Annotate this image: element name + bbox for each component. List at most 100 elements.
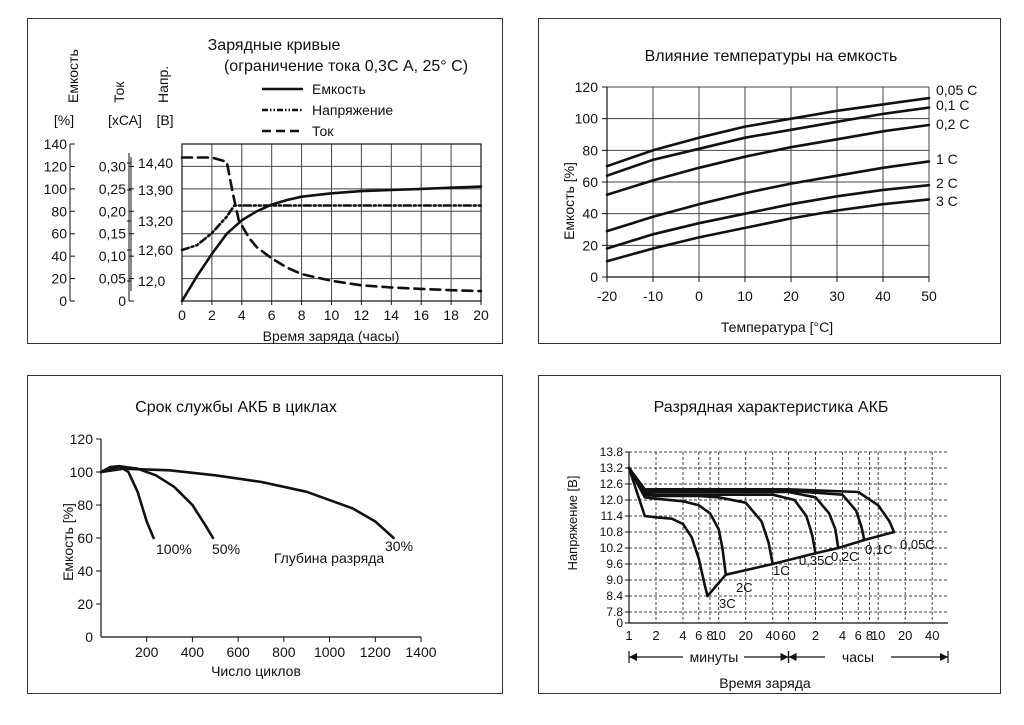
temp-series-label: 0,05 С (936, 82, 977, 98)
charge-yaxis1-tick-label: 100 (44, 181, 68, 197)
temp-xtick-label: 30 (829, 288, 845, 304)
discharge-ytick-label: 13.8 (600, 445, 624, 459)
discharge-series-label: 3С (719, 596, 736, 611)
discharge-series-line (627, 466, 728, 576)
discharge-xtick-label: 10 (711, 628, 725, 643)
charge-xtick-label: 4 (238, 307, 246, 323)
discharge-series-label: 0,35С (799, 553, 834, 568)
temp-xtick-label: 50 (921, 288, 937, 304)
discharge-segment-hours: часы (842, 649, 874, 665)
cycles-xtick-label: 400 (181, 644, 205, 660)
cycles-xtick-label: 1000 (314, 644, 345, 660)
charge-yaxis1-unit: [%] (54, 112, 74, 128)
temp-xtick-label: 0 (695, 288, 703, 304)
charge-yaxis3-tick-label: 13,90 (138, 182, 173, 198)
temp-title: Влияние температуры на емкость (645, 48, 898, 65)
discharge-ytick-label: 8.4 (606, 589, 623, 603)
discharge-series-label: 0,2С (831, 549, 858, 564)
charge-xtick-label: 0 (178, 307, 186, 323)
charge-yaxis3-tick-label: 12,60 (138, 242, 173, 258)
temp-series-line (605, 198, 931, 263)
temp-xtick-label: 20 (783, 288, 799, 304)
charge-yaxis2-tick-label: 0,25 (99, 181, 126, 197)
charge-series-capacity (180, 185, 483, 303)
legend-label-voltage: Напряжение (312, 102, 393, 118)
charge-series-voltage (180, 204, 483, 252)
temperature-chart: Влияние температуры на емкость Емкость [… (561, 48, 977, 335)
discharge-chart-panel: Разрядная характеристика АКБ Напряжение … (538, 375, 1001, 694)
charge-yaxis2-tick-label: 0,20 (99, 203, 126, 219)
discharge-series-line (627, 466, 866, 542)
discharge-segment-arrowhead (780, 653, 789, 661)
temp-xtick-label: 10 (737, 288, 753, 304)
charge-xtick-label: 10 (324, 307, 340, 323)
charge-chart-panel: Зарядные кривые (ограничение тока 0,3С А… (27, 18, 503, 344)
temp-series-line (605, 96, 931, 168)
discharge-series-label: 0,1С (865, 542, 892, 557)
temp-ytick-label: 20 (582, 237, 598, 253)
charge-xtick-label: 12 (354, 307, 370, 323)
charge-yaxis2-tick-label: 0,15 (99, 226, 126, 242)
cycles-series-line (99, 464, 215, 540)
cycles-ytick-label: 20 (77, 596, 93, 612)
discharge-ytick-label: 9.0 (606, 573, 623, 587)
temp-xtick-label: -10 (643, 288, 663, 304)
charge-yaxis1-tick-label: 80 (51, 203, 67, 219)
cycles-ytick-label: 100 (70, 464, 94, 480)
temp-yaxis-label: Емкость [%] (561, 162, 577, 240)
charge-yaxis2-label: Ток (111, 81, 127, 103)
cycles-title: Срок службы АКБ в циклах (135, 399, 337, 416)
discharge-xtick-label: 4 (679, 628, 686, 643)
discharge-xtick-label: 40 (925, 628, 939, 643)
temp-series-line (605, 106, 931, 177)
charge-yaxis1-tick-label: 140 (44, 136, 68, 152)
charge-xaxis-label: Время заряда (часы) (263, 328, 400, 344)
discharge-ytick-label: 13.2 (600, 461, 624, 475)
charge-yaxis2-tick-label: 0 (118, 293, 126, 309)
discharge-segment-arrowhead (629, 653, 637, 661)
temp-series-label: 3 С (936, 193, 958, 209)
temp-series-line (605, 123, 931, 196)
cycles-xtick-label: 1200 (360, 644, 391, 660)
discharge-xtick-label: 2 (812, 628, 819, 643)
discharge-series-label: 2С (736, 580, 753, 595)
discharge-series-line (627, 466, 840, 550)
legend-label-current: Ток (312, 123, 334, 139)
discharge-ytick-label: 0 (616, 616, 623, 630)
discharge-series-line (627, 466, 709, 598)
discharge-series-line (627, 466, 774, 566)
cycles-chart-panel: Срок службы АКБ в циклах Емкость [%] Чис… (27, 375, 503, 694)
temp-ytick-label: 120 (575, 79, 599, 95)
cycles-series-line (99, 464, 155, 540)
temp-series-label: 1 С (936, 151, 958, 167)
charge-yaxis3-tick-label: 13,20 (138, 213, 173, 229)
discharge-ytick-label: 11.4 (601, 509, 624, 523)
discharge-ytick-label: 9.6 (606, 557, 623, 571)
charge-xtick-label: 14 (384, 307, 400, 323)
temp-series-label: 0,2 С (936, 116, 969, 132)
charge-yaxis3-label: Напр. (155, 66, 171, 103)
charge-yaxis2-tick-label: 0,05 (99, 271, 126, 287)
charge-xtick-label: 6 (268, 307, 276, 323)
discharge-ytick-label: 10.2 (600, 541, 624, 555)
discharge-ytick-label: 7.8 (606, 605, 623, 619)
cycles-series-label: 30% (385, 538, 413, 554)
cycles-chart: Срок службы АКБ в циклах Емкость [%] Чис… (60, 399, 437, 679)
temp-series-line (605, 183, 931, 250)
discharge-xtick-label: 60 (781, 628, 795, 643)
charge-xtick-label: 8 (298, 307, 306, 323)
charge-yaxis1-tick-label: 60 (51, 226, 67, 242)
temp-ytick-label: 40 (582, 206, 598, 222)
charge-xtick-label: 18 (443, 307, 459, 323)
discharge-segment-arrowhead (940, 653, 948, 661)
charge-yaxis3-tick-label: 12,0 (138, 273, 165, 289)
charge-yaxis2-tick-label: 0,10 (99, 248, 126, 264)
discharge-xtick-label: 10 (871, 628, 885, 643)
charge-yaxis1-tick-label: 40 (51, 248, 67, 264)
charge-yaxis1-tick-label: 0 (59, 293, 67, 309)
temp-series-line (605, 160, 931, 233)
cycles-ytick-label: 120 (70, 431, 94, 447)
cycles-xtick-label: 200 (135, 644, 159, 660)
discharge-series-label: 0,05С (900, 537, 935, 552)
charge-series-current (180, 156, 483, 293)
